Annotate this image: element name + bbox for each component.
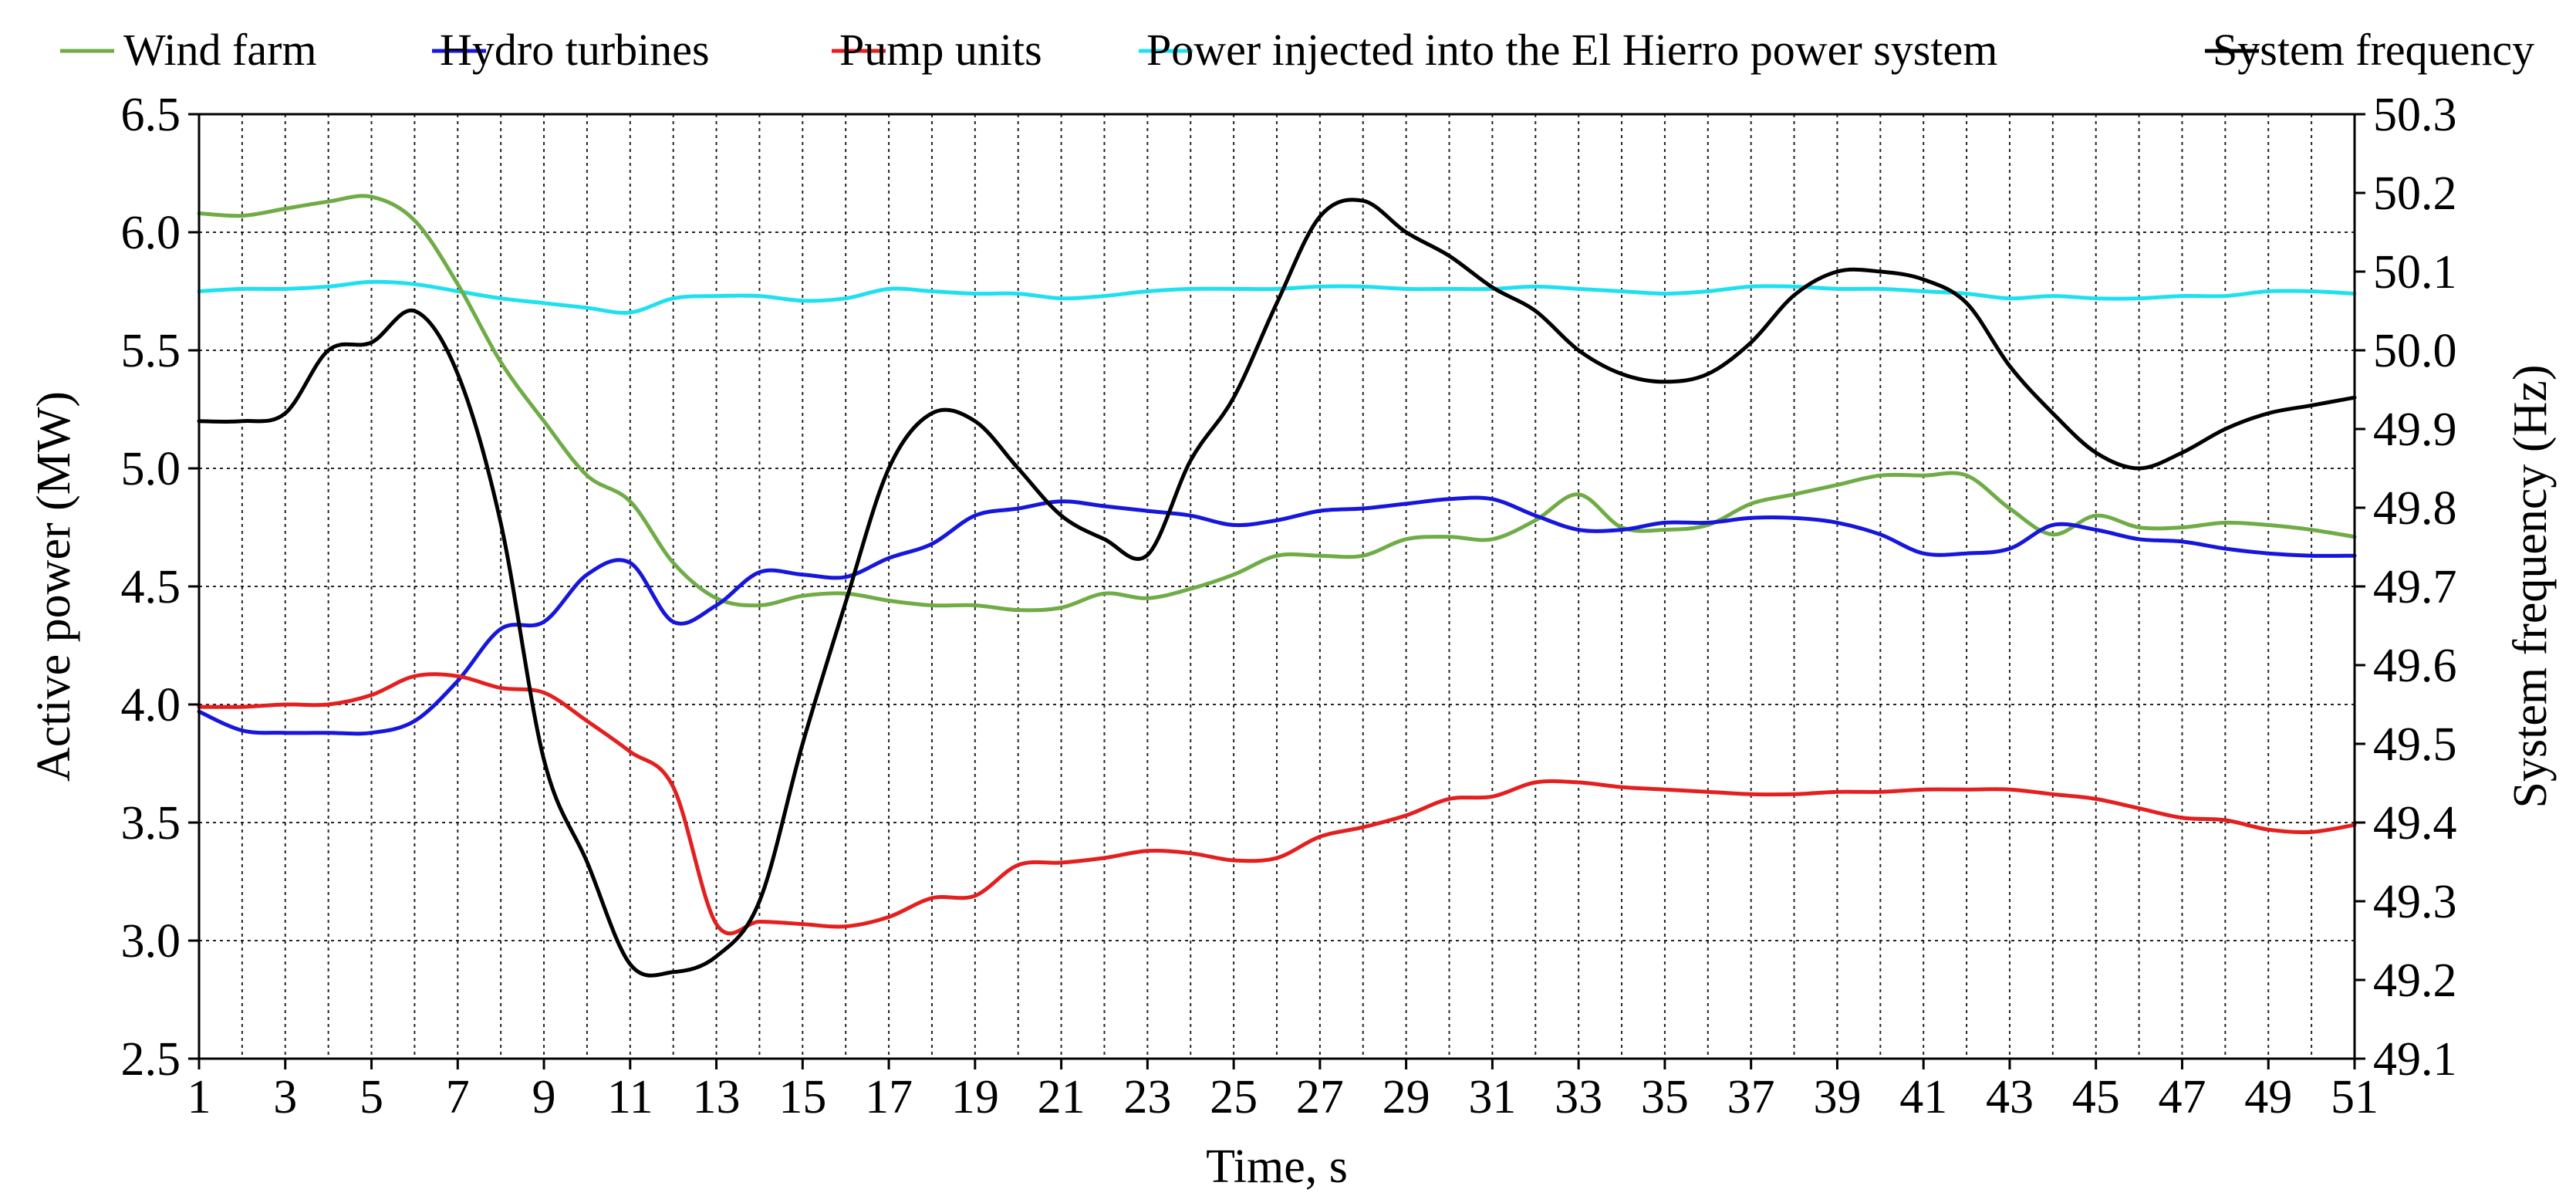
left-y-axis-title: Active power (MW) — [28, 391, 80, 782]
y-tick-label: 6.5 — [121, 89, 181, 141]
right-y-axis-ticks: 49.1 49.2 49.3 49.4 49.5 49.6 49.7 49.8 49.9 50.0… — [2355, 89, 2457, 1086]
legend-label-power-injected-into-the-el-hierro-power-system: Power injected into the El Hierro power … — [1146, 25, 1997, 75]
x-tick-label: 43 — [1986, 1071, 2034, 1123]
series-line-wind-farm — [197, 194, 2357, 613]
y2-tick-label: 50.3 — [2373, 89, 2457, 141]
x-tick-label: 5 — [360, 1071, 383, 1123]
x-tick-label: 47 — [2158, 1071, 2206, 1123]
y2-tick-label: 49.3 — [2373, 876, 2457, 928]
y2-tick-label: 49.4 — [2373, 797, 2457, 850]
x-tick-label: 51 — [2331, 1071, 2378, 1123]
x-tick-label: 9 — [532, 1071, 556, 1123]
series-line-pump-units — [197, 672, 2357, 936]
y2-tick-label: 49.2 — [2373, 954, 2457, 1007]
x-tick-label: 7 — [446, 1071, 470, 1123]
x-tick-label: 39 — [1813, 1071, 1861, 1123]
x-tick-label: 3 — [273, 1071, 297, 1123]
y2-tick-label: 50.1 — [2373, 246, 2457, 299]
series-line-hydro-turbines — [197, 495, 2357, 736]
x-tick-label: 29 — [1383, 1071, 1430, 1123]
right-y-axis-title: System frequency (Hz) — [2504, 364, 2557, 808]
x-tick-label: 23 — [1123, 1071, 1171, 1123]
y-tick-label: 6.0 — [121, 207, 181, 259]
x-tick-label: 17 — [865, 1071, 913, 1123]
left-y-axis-ticks: 2.5 3.0 3.5 4.0 4.5 5.0 5.5 6.0 6.5 — [121, 89, 199, 1086]
y2-tick-label: 49.7 — [2373, 561, 2457, 613]
y2-tick-label: 49.9 — [2373, 404, 2457, 456]
y2-tick-label: 49.8 — [2373, 482, 2457, 535]
series-line-power-injected-into-the-el-hierro-power-system — [197, 279, 2357, 315]
y-tick-label: 5.5 — [121, 325, 181, 377]
legend-label-wind-farm: Wind farm — [123, 25, 317, 75]
x-tick-label: 1 — [187, 1071, 211, 1123]
series-layer — [197, 194, 2357, 978]
y2-tick-label: 50.0 — [2373, 325, 2457, 377]
y2-tick-label: 49.6 — [2373, 640, 2457, 692]
y-tick-label: 5.0 — [121, 443, 181, 495]
y-tick-label: 4.5 — [121, 561, 181, 613]
y-tick-label: 3.5 — [121, 797, 181, 850]
x-tick-label: 45 — [2072, 1071, 2120, 1123]
x-tick-label: 27 — [1296, 1071, 1344, 1123]
y2-tick-label: 49.5 — [2373, 718, 2457, 771]
x-tick-label: 33 — [1555, 1071, 1602, 1123]
x-tick-label: 37 — [1727, 1071, 1775, 1123]
x-tick-label: 21 — [1038, 1071, 1085, 1123]
x-tick-label: 35 — [1641, 1071, 1689, 1123]
y-tick-label: 4.0 — [121, 679, 181, 731]
x-tick-label: 25 — [1210, 1071, 1258, 1123]
y-tick-label: 3.0 — [121, 915, 181, 968]
x-tick-label: 49 — [2244, 1071, 2292, 1123]
y-tick-label: 2.5 — [121, 1033, 181, 1086]
x-tick-label: 31 — [1468, 1071, 1516, 1123]
x-axis-ticks: 1 3 5 7 9 11 13 15 17 19 21 23 25 27 29 31 33 35 37 39 41 43 4… — [187, 1059, 2378, 1123]
grid — [199, 114, 2355, 1059]
x-tick-label: 13 — [693, 1071, 741, 1123]
legend-label-system-frequency: System frequency — [2213, 25, 2534, 75]
x-tick-label: 15 — [778, 1071, 826, 1123]
legend-label-hydro-turbines: Hydro turbines — [440, 25, 710, 75]
series-line-system-frequency — [197, 198, 2357, 978]
x-axis-title: Time, s — [1206, 1140, 1348, 1193]
x-tick-label: 19 — [951, 1071, 999, 1123]
x-tick-label: 41 — [1899, 1071, 1947, 1123]
legend: Wind farm Hydro turbines Pump units Power i… — [60, 25, 2534, 75]
y2-tick-label: 50.2 — [2373, 167, 2457, 220]
y2-tick-label: 49.1 — [2373, 1033, 2457, 1086]
legend-label-pump-units: Pump units — [839, 25, 1042, 75]
x-tick-label: 11 — [607, 1071, 653, 1123]
